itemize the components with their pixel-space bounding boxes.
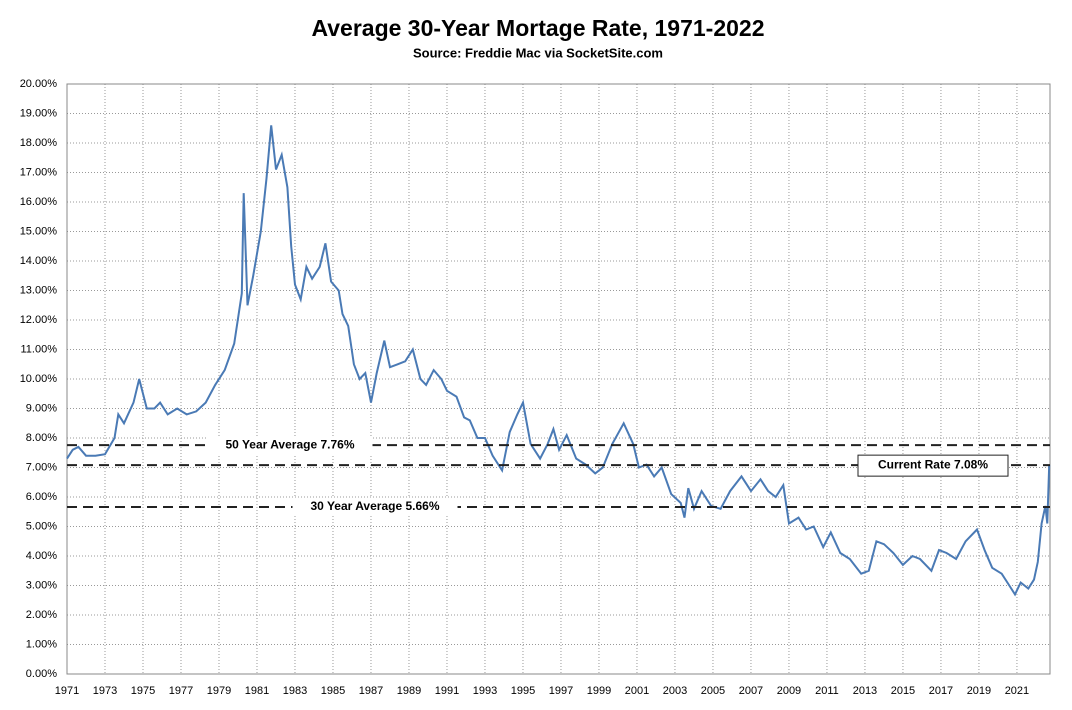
x-tick-label: 1993 xyxy=(473,685,497,697)
y-tick-label: 16.00% xyxy=(20,196,58,208)
y-tick-label: 11.00% xyxy=(21,343,58,355)
y-tick-label: 20.00% xyxy=(20,78,58,90)
x-tick-label: 2017 xyxy=(929,685,953,697)
y-tick-label: 4.00% xyxy=(26,550,57,562)
x-tick-label: 2001 xyxy=(625,685,649,697)
x-tick-label: 1973 xyxy=(93,685,117,697)
x-tick-label: 1977 xyxy=(169,685,193,697)
y-tick-label: 15.00% xyxy=(20,225,58,237)
x-tick-label: 1983 xyxy=(283,685,307,697)
x-tick-label: 2011 xyxy=(815,685,839,697)
x-tick-label: 2015 xyxy=(891,685,915,697)
x-tick-label: 2021 xyxy=(1005,685,1029,697)
x-tick-label: 1999 xyxy=(587,685,611,697)
x-tick-label: 1979 xyxy=(207,685,231,697)
reference-text: 50 Year Average 7.76% xyxy=(226,437,355,451)
x-tick-label: 2013 xyxy=(853,685,877,697)
y-tick-label: 6.00% xyxy=(26,491,57,503)
x-tick-label: 2005 xyxy=(701,685,725,697)
reference-text: Current Rate 7.08% xyxy=(878,457,988,471)
x-tick-label: 1975 xyxy=(131,685,155,697)
x-tick-label: 1995 xyxy=(511,685,535,697)
x-tick-label: 1971 xyxy=(55,685,79,697)
x-tick-label: 1985 xyxy=(321,685,345,697)
label-bg xyxy=(207,436,373,455)
chart-title: Average 30-Year Mortage Rate, 1971-2022 xyxy=(311,15,764,41)
label-bg xyxy=(292,498,458,517)
reference-label: 30 Year Average 5.66% xyxy=(292,498,458,517)
x-tick-label: 1989 xyxy=(397,685,421,697)
y-tick-label: 12.00% xyxy=(20,314,58,326)
y-tick-label: 7.00% xyxy=(26,461,57,473)
y-tick-label: 13.00% xyxy=(20,284,58,296)
x-tick-label: 2009 xyxy=(777,685,801,697)
y-tick-label: 14.00% xyxy=(20,255,58,267)
label-box xyxy=(857,454,1009,477)
plot-frame xyxy=(66,83,1051,675)
x-tick-label: 2019 xyxy=(967,685,991,697)
y-tick-label: 17.00% xyxy=(20,166,58,178)
y-tick-label: 2.00% xyxy=(26,609,57,621)
y-tick-label: 9.00% xyxy=(26,402,57,414)
y-tick-label: 18.00% xyxy=(20,137,58,149)
y-tick-label: 8.00% xyxy=(26,432,57,444)
y-tick-label: 3.00% xyxy=(26,579,57,591)
x-tick-label: 1981 xyxy=(245,685,269,697)
y-tick-label: 1.00% xyxy=(26,638,57,650)
x-tick-label: 1991 xyxy=(435,685,459,697)
x-tick-label: 1987 xyxy=(359,685,383,697)
chart-subtitle: Source: Freddie Mac via SocketSite.com xyxy=(413,45,663,60)
x-tick-label: 2007 xyxy=(739,685,763,697)
y-tick-label: 5.00% xyxy=(26,520,57,532)
y-tick-label: 0.00% xyxy=(26,668,57,680)
reference-label: 50 Year Average 7.76% xyxy=(207,436,373,455)
rate-line xyxy=(66,125,1051,597)
reference-label: Current Rate 7.08% xyxy=(857,454,1009,477)
x-tick-label: 1997 xyxy=(549,685,573,697)
x-tick-label: 2003 xyxy=(663,685,687,697)
reference-text: 30 Year Average 5.66% xyxy=(311,499,440,513)
y-tick-label: 10.00% xyxy=(20,373,58,385)
y-tick-label: 19.00% xyxy=(20,107,58,119)
